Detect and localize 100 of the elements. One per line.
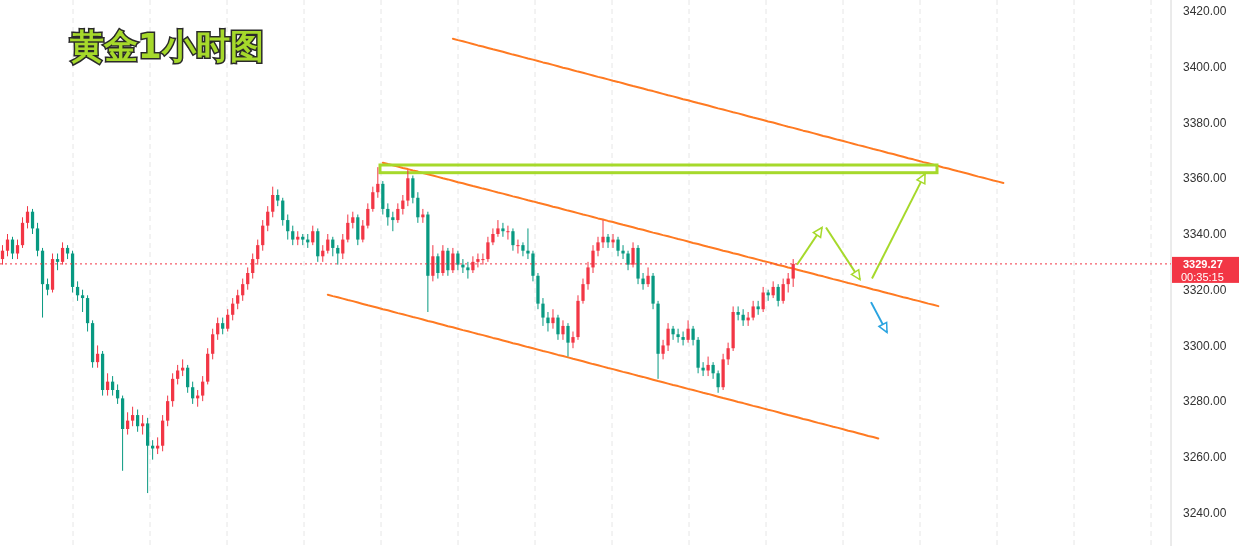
candlestick [646,266,650,288]
candlestick [726,342,730,366]
candlestick [231,297,235,321]
candlestick [616,236,620,257]
candlestick [516,239,520,254]
candlestick [676,328,680,344]
candlestick [561,319,565,341]
candlestick [356,214,360,246]
line-series [381,161,940,308]
candlestick [271,186,275,218]
candlestick [546,311,550,332]
y-tick-label: 3240.00 [1183,505,1227,520]
candlestick [486,236,490,263]
candlestick [35,222,40,257]
candlestick [496,219,500,238]
candlestick [130,406,135,427]
candlestick [686,319,690,344]
candlestick [491,227,495,246]
candlestick [781,278,785,305]
candlestick [566,322,570,358]
candlestick [681,331,685,346]
candlestick [701,361,705,377]
candlestick [711,361,715,380]
y-tick-label: 3300.00 [1183,338,1227,353]
candlestick [5,233,10,257]
candlestick [456,250,460,271]
candlestick [626,250,630,271]
candlestick [326,233,330,254]
candlestick [581,278,585,305]
y-tick-label: 3320.00 [1183,282,1227,297]
candlestick [736,305,740,321]
candlestick [551,308,555,330]
candlestick [241,278,245,302]
candlestick [211,328,215,360]
candlestick [25,205,30,229]
y-tick-label: 3260.00 [1183,450,1227,465]
candlestick [266,205,270,232]
candlestick [606,233,610,249]
candlestick [261,219,265,252]
candlestick [756,300,760,316]
text: 黄金1小时图 [70,26,264,66]
candlestick [511,227,515,252]
ref-line-label: 3329.27 [1183,257,1223,270]
candlestick [246,266,250,291]
candlestick [236,289,240,310]
candlestick [141,414,145,436]
candlestick [411,175,415,204]
y-tick-label: 3360.00 [1183,171,1227,186]
candlestick [716,370,720,394]
candlestick [406,169,410,207]
candlestick [191,381,195,405]
y-tick-label: 3380.00 [1183,115,1227,130]
candlestick [661,339,665,360]
candlestick [80,289,85,313]
candlestick [216,317,220,341]
candlestick [776,283,780,307]
candlestick [571,331,575,349]
candlestick [166,395,170,427]
candlestick [436,253,440,280]
candlestick [466,261,470,280]
candlestick [186,364,190,394]
candlestick [416,191,420,224]
candlestick [666,322,670,352]
candlestick [446,247,450,277]
candlestick [201,375,205,402]
candlestick [691,325,695,346]
candlestick [286,214,290,241]
candlestick [501,222,505,238]
candlestick [281,197,285,227]
y-tick-label: 3280.00 [1183,394,1227,409]
candlestick [521,241,525,257]
candlestick [20,216,25,249]
candlestick [751,300,755,321]
candlestick [391,211,395,232]
candlestick [346,214,350,243]
text: 00:35:15 [1181,270,1224,283]
y-tick-label: 3400.00 [1183,60,1227,75]
candlestick [336,244,340,266]
candlestick [531,250,535,282]
line-series [451,37,1005,185]
candlestick [341,233,345,260]
candlestick [135,409,140,433]
candlestick [311,225,315,246]
candlestick [541,297,545,327]
candlestick [371,186,375,213]
candlestick [556,314,560,341]
candlestick [361,219,365,243]
candlestick [671,325,675,341]
y-tick-label: 3420.00 [1183,4,1227,19]
candlestick [15,239,20,260]
candlestick [706,356,710,377]
candlestick [151,439,155,461]
candlestick [396,202,400,224]
candlestick [226,308,230,332]
candlestick [291,225,295,246]
candlestick [601,219,605,249]
candlestick [506,225,510,241]
y-tick-label: 3340.00 [1183,227,1227,242]
candlestick [146,417,150,494]
candlestick [526,227,530,260]
